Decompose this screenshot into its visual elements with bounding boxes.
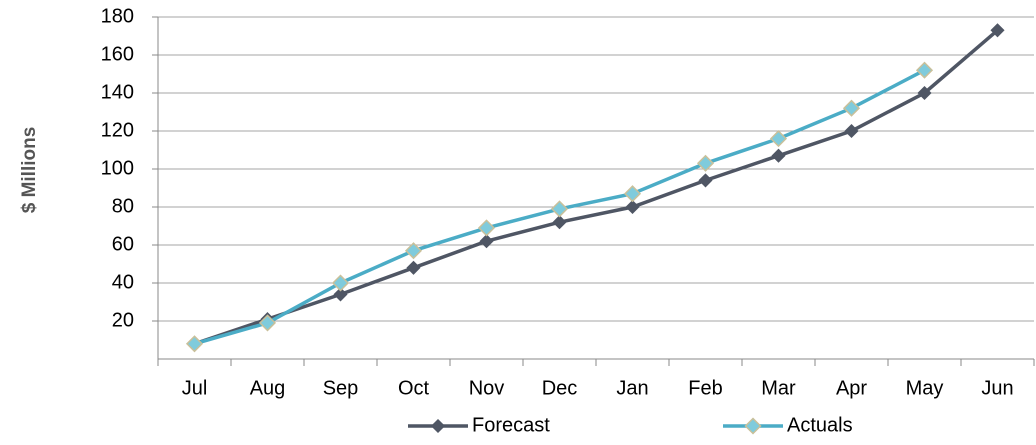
x-tick-label: Mar [761, 377, 796, 399]
legend-marker [744, 417, 762, 435]
x-tick-label: Nov [469, 377, 505, 399]
data-point [185, 335, 204, 353]
data-point [333, 287, 348, 302]
data-point [623, 185, 642, 203]
data-point [771, 148, 786, 163]
x-tick-label: Dec [542, 377, 578, 399]
data-point [990, 23, 1005, 38]
y-tick-label: 60 [112, 233, 134, 255]
data-point [331, 274, 350, 292]
data-point [477, 219, 496, 237]
y-tick-label: 180 [101, 5, 134, 27]
data-point [917, 85, 932, 101]
x-tick-label: Jan [616, 377, 648, 399]
data-point [844, 123, 859, 139]
legend-label: Actuals [787, 414, 853, 436]
x-tick-label: Oct [398, 377, 430, 399]
y-axis-label: $ Millions [19, 127, 40, 214]
x-tick-label: May [906, 377, 944, 399]
y-tick-label: 40 [112, 271, 134, 293]
x-tick-label: Apr [836, 377, 867, 399]
x-tick-label: Jul [182, 377, 208, 399]
series-line [193, 28, 999, 346]
data-point [698, 173, 713, 188]
y-tick-label: 80 [112, 195, 134, 217]
y-tick-label: 20 [112, 309, 134, 331]
data-point [625, 199, 640, 215]
data-point [406, 260, 421, 275]
x-tick-label: Sep [323, 377, 359, 399]
data-point [550, 200, 569, 218]
data-point [552, 215, 567, 230]
x-tick-label: Aug [250, 377, 286, 399]
y-tick-label: 160 [101, 43, 134, 65]
data-point [696, 154, 715, 172]
legend-marker [430, 418, 446, 434]
x-tick-label: Feb [688, 377, 722, 399]
y-tick-label: 120 [101, 119, 134, 141]
y-tick-label: 100 [101, 157, 134, 179]
data-point [915, 61, 934, 79]
y-tick-label: 140 [101, 81, 134, 103]
data-point [258, 314, 277, 332]
data-point [842, 99, 861, 117]
legend-label: Forecast [472, 414, 550, 436]
x-tick-label: Jun [981, 377, 1013, 399]
data-point [404, 242, 423, 260]
data-point [769, 130, 788, 148]
data-point [479, 234, 494, 249]
